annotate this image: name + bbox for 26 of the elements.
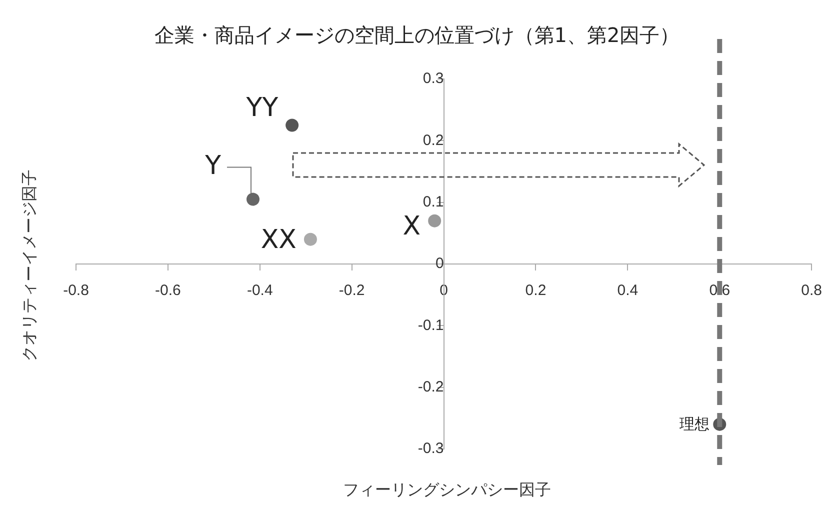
annotation: 理想 [680,415,710,434]
x-tick-label: -0.8 [63,282,89,300]
y-tick-label: -0.2 [418,378,444,396]
annotation: Y [204,151,222,181]
point [246,192,260,206]
y-axis-title: クオリティーイメージ因子 [20,168,40,364]
y-tick-label: 0.2 [422,132,444,149]
y-tick-label: -0.3 [418,440,444,458]
x-tick-label: -0.4 [246,282,273,300]
annotation: YY [245,93,278,123]
y-tick-label: 0.1 [422,193,444,210]
point [428,214,442,228]
x-tick-label: 0.8 [801,282,822,300]
y-tick-label: 0.3 [422,70,444,88]
annotation: XX [260,225,296,256]
point [286,118,299,132]
annotation: X [402,212,421,242]
x-axis-title: フィーリングシンパシー因子 [342,480,552,501]
y-tick-label: -0.1 [418,316,444,334]
x-tick-label: 0.4 [617,282,638,300]
x-tick-label: -0.2 [338,282,365,300]
chart-title: 企業・商品イメージの空間上の位置づけ（第1、第2因子） [153,22,681,49]
x-tick-label: -0.6 [155,282,181,300]
x-tick-label: 0.2 [525,282,546,300]
y-tick-label: 0 [435,255,444,272]
point [304,232,317,246]
